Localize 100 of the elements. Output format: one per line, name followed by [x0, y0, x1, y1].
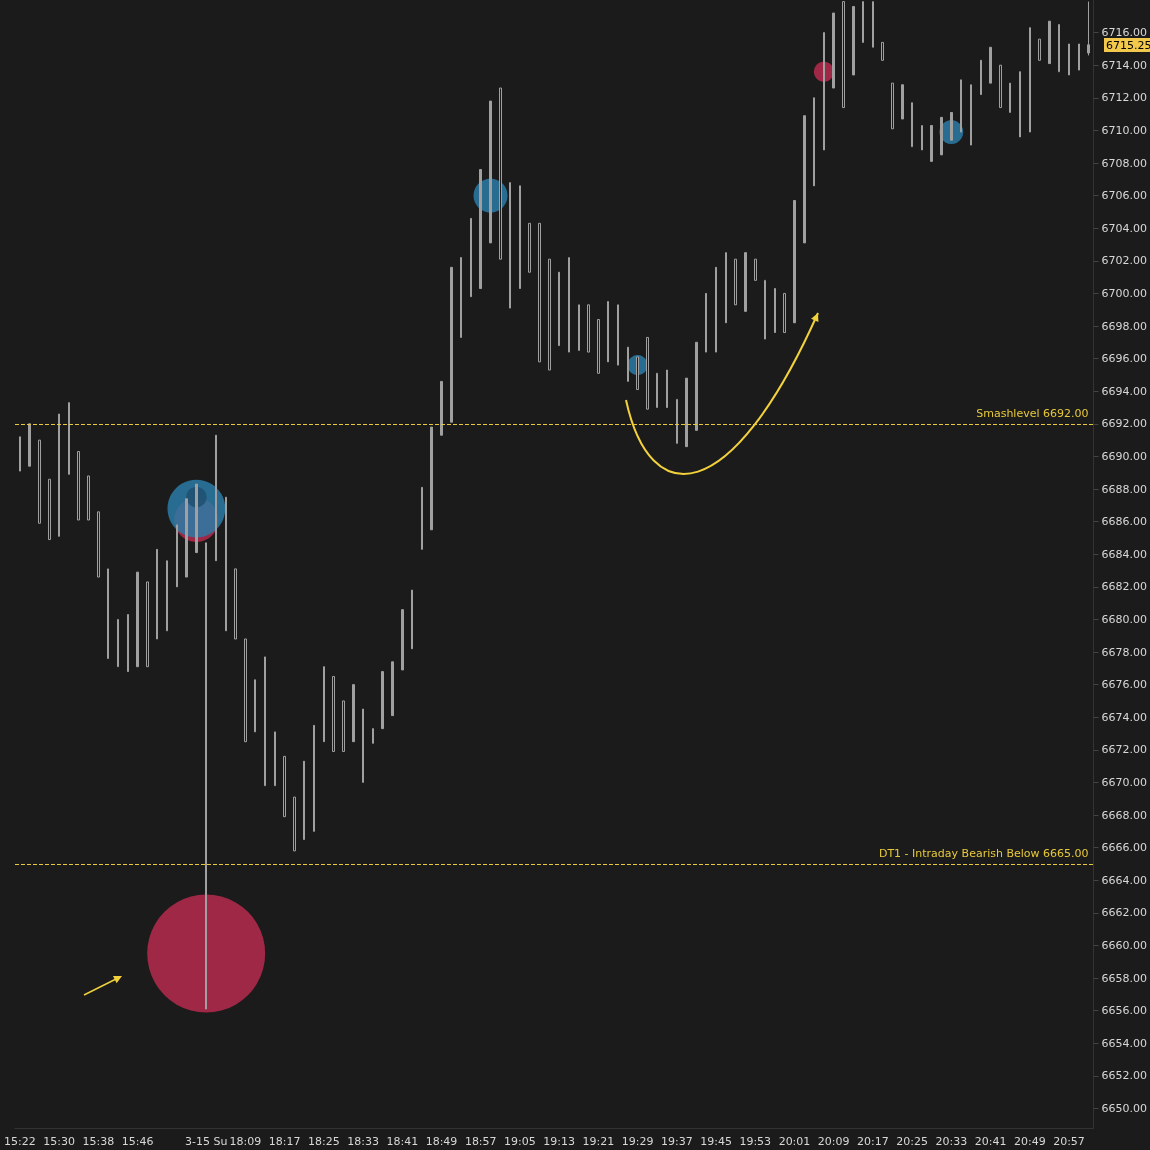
candlestick: [646, 336, 649, 410]
candlestick: [519, 185, 521, 290]
candlestick: [666, 369, 668, 409]
y-tick-label: 6704.00: [1101, 221, 1148, 235]
y-tick-label: 6700.00: [1101, 286, 1148, 300]
candlestick: [881, 41, 884, 61]
candlestick: [911, 102, 913, 148]
candlestick: [1068, 43, 1070, 76]
text: 6715.25: [1106, 38, 1150, 52]
y-tick-label: 6694.00: [1101, 384, 1148, 398]
candlestick: [323, 666, 325, 743]
candlestick: [332, 675, 335, 752]
x-tick-label: 18:33: [347, 1135, 379, 1148]
y-tick-label: 6706.00: [1101, 189, 1148, 203]
x-tick-label: 15:30: [43, 1135, 75, 1148]
candlestick: [676, 398, 678, 444]
candlestick: [58, 413, 60, 537]
candlestick: [960, 79, 962, 133]
candlestick: [1078, 43, 1080, 71]
candlestick: [411, 589, 413, 650]
y-tick-label: 6702.00: [1101, 254, 1148, 268]
candlestick: [578, 304, 580, 351]
candlestick: [695, 341, 698, 431]
y-tick-label: 6680.00: [1101, 612, 1148, 626]
x-tick-label: 3-15 Su: [184, 1135, 228, 1148]
y-tick-label: 6662.00: [1101, 906, 1148, 920]
candlestick: [372, 728, 374, 744]
candlestick: [587, 304, 590, 353]
y-tick-label: 6682.00: [1101, 580, 1148, 594]
candlestick: [303, 760, 305, 840]
candlestick: [87, 475, 90, 521]
candlestick: [205, 542, 207, 1010]
y-tick-label: 6652.00: [1101, 1069, 1148, 1083]
x-tick-label: 19:13: [543, 1135, 576, 1148]
y-tick-label: 6714.00: [1101, 58, 1148, 72]
candlestick: [627, 346, 629, 382]
x-tick-label: 18:57: [464, 1135, 497, 1148]
candlestick: [980, 59, 982, 96]
candlestick: [901, 84, 904, 120]
y-tick-label: 6712.00: [1101, 91, 1148, 105]
ref-line-label: DT1 - Intraday Bearish Below 6665.00: [878, 846, 1089, 860]
y-tick-label: 6716.00: [1101, 26, 1148, 40]
candlestick: [254, 679, 256, 733]
candlestick: [499, 87, 502, 260]
candlestick: [225, 496, 227, 632]
candlestick: [970, 84, 972, 146]
candlestick: [117, 618, 119, 668]
candlestick: [656, 372, 658, 409]
x-tick-label: 19:53: [739, 1135, 772, 1148]
candlestick: [744, 252, 747, 312]
candlestick: [274, 731, 276, 787]
candlestick: [342, 700, 345, 752]
y-tick-label: 6684.00: [1101, 547, 1148, 561]
candlestick: [793, 200, 796, 324]
y-tick-label: 6656.00: [1101, 1004, 1148, 1018]
candlestick: [568, 257, 570, 353]
candlestick: [940, 116, 943, 156]
candlestick: [558, 271, 560, 347]
y-tick-label: 6666.00: [1101, 841, 1148, 855]
x-tick-label: 20:57: [1053, 1135, 1085, 1148]
candlestick: [813, 97, 815, 187]
candlestick: [705, 292, 707, 353]
candlestick: [891, 82, 894, 130]
candlestick: [538, 222, 541, 363]
x-tick-label: 20:01: [778, 1135, 811, 1148]
candlestick: [166, 560, 168, 632]
candlestick: [470, 217, 472, 298]
candlestick: [313, 724, 315, 832]
y-tick-label: 6664.00: [1101, 873, 1148, 887]
candlestick: [234, 568, 237, 640]
y-tick-label: 6668.00: [1101, 808, 1148, 822]
candlestick: [1009, 82, 1011, 113]
x-tick-label: 18:17: [268, 1135, 301, 1148]
y-tick-label: 6698.00: [1101, 319, 1148, 333]
candlestick: [989, 46, 992, 84]
x-tick-label: 20:25: [896, 1135, 928, 1148]
x-tick-label: 18:49: [425, 1135, 458, 1148]
x-tick-label: 15:38: [82, 1135, 115, 1148]
candlestick: [283, 755, 286, 818]
candlestick: [921, 125, 923, 151]
y-tick-label: 6660.00: [1101, 938, 1148, 952]
x-tick-label: 19:05: [504, 1135, 536, 1148]
candlestick: [401, 609, 404, 671]
candlestick: [872, 1, 874, 48]
y-tick-label: 6686.00: [1101, 515, 1148, 529]
y-tick-label: 6708.00: [1101, 156, 1148, 170]
candlestick: [685, 377, 688, 448]
candlestick: [156, 548, 158, 640]
candlestick: [215, 434, 217, 562]
candlestick: [48, 478, 51, 541]
x-tick-label: 20:33: [935, 1135, 968, 1148]
candlestick: [185, 498, 188, 578]
candlestick: [842, 1, 845, 109]
y-tick-label: 6672.00: [1101, 743, 1148, 757]
candlestick: [636, 356, 639, 391]
candlestick: [764, 279, 766, 340]
candlestick: [450, 266, 453, 423]
candlestick: [479, 169, 482, 290]
x-tick-label: 19:37: [660, 1135, 693, 1148]
candlestick: [852, 6, 855, 76]
